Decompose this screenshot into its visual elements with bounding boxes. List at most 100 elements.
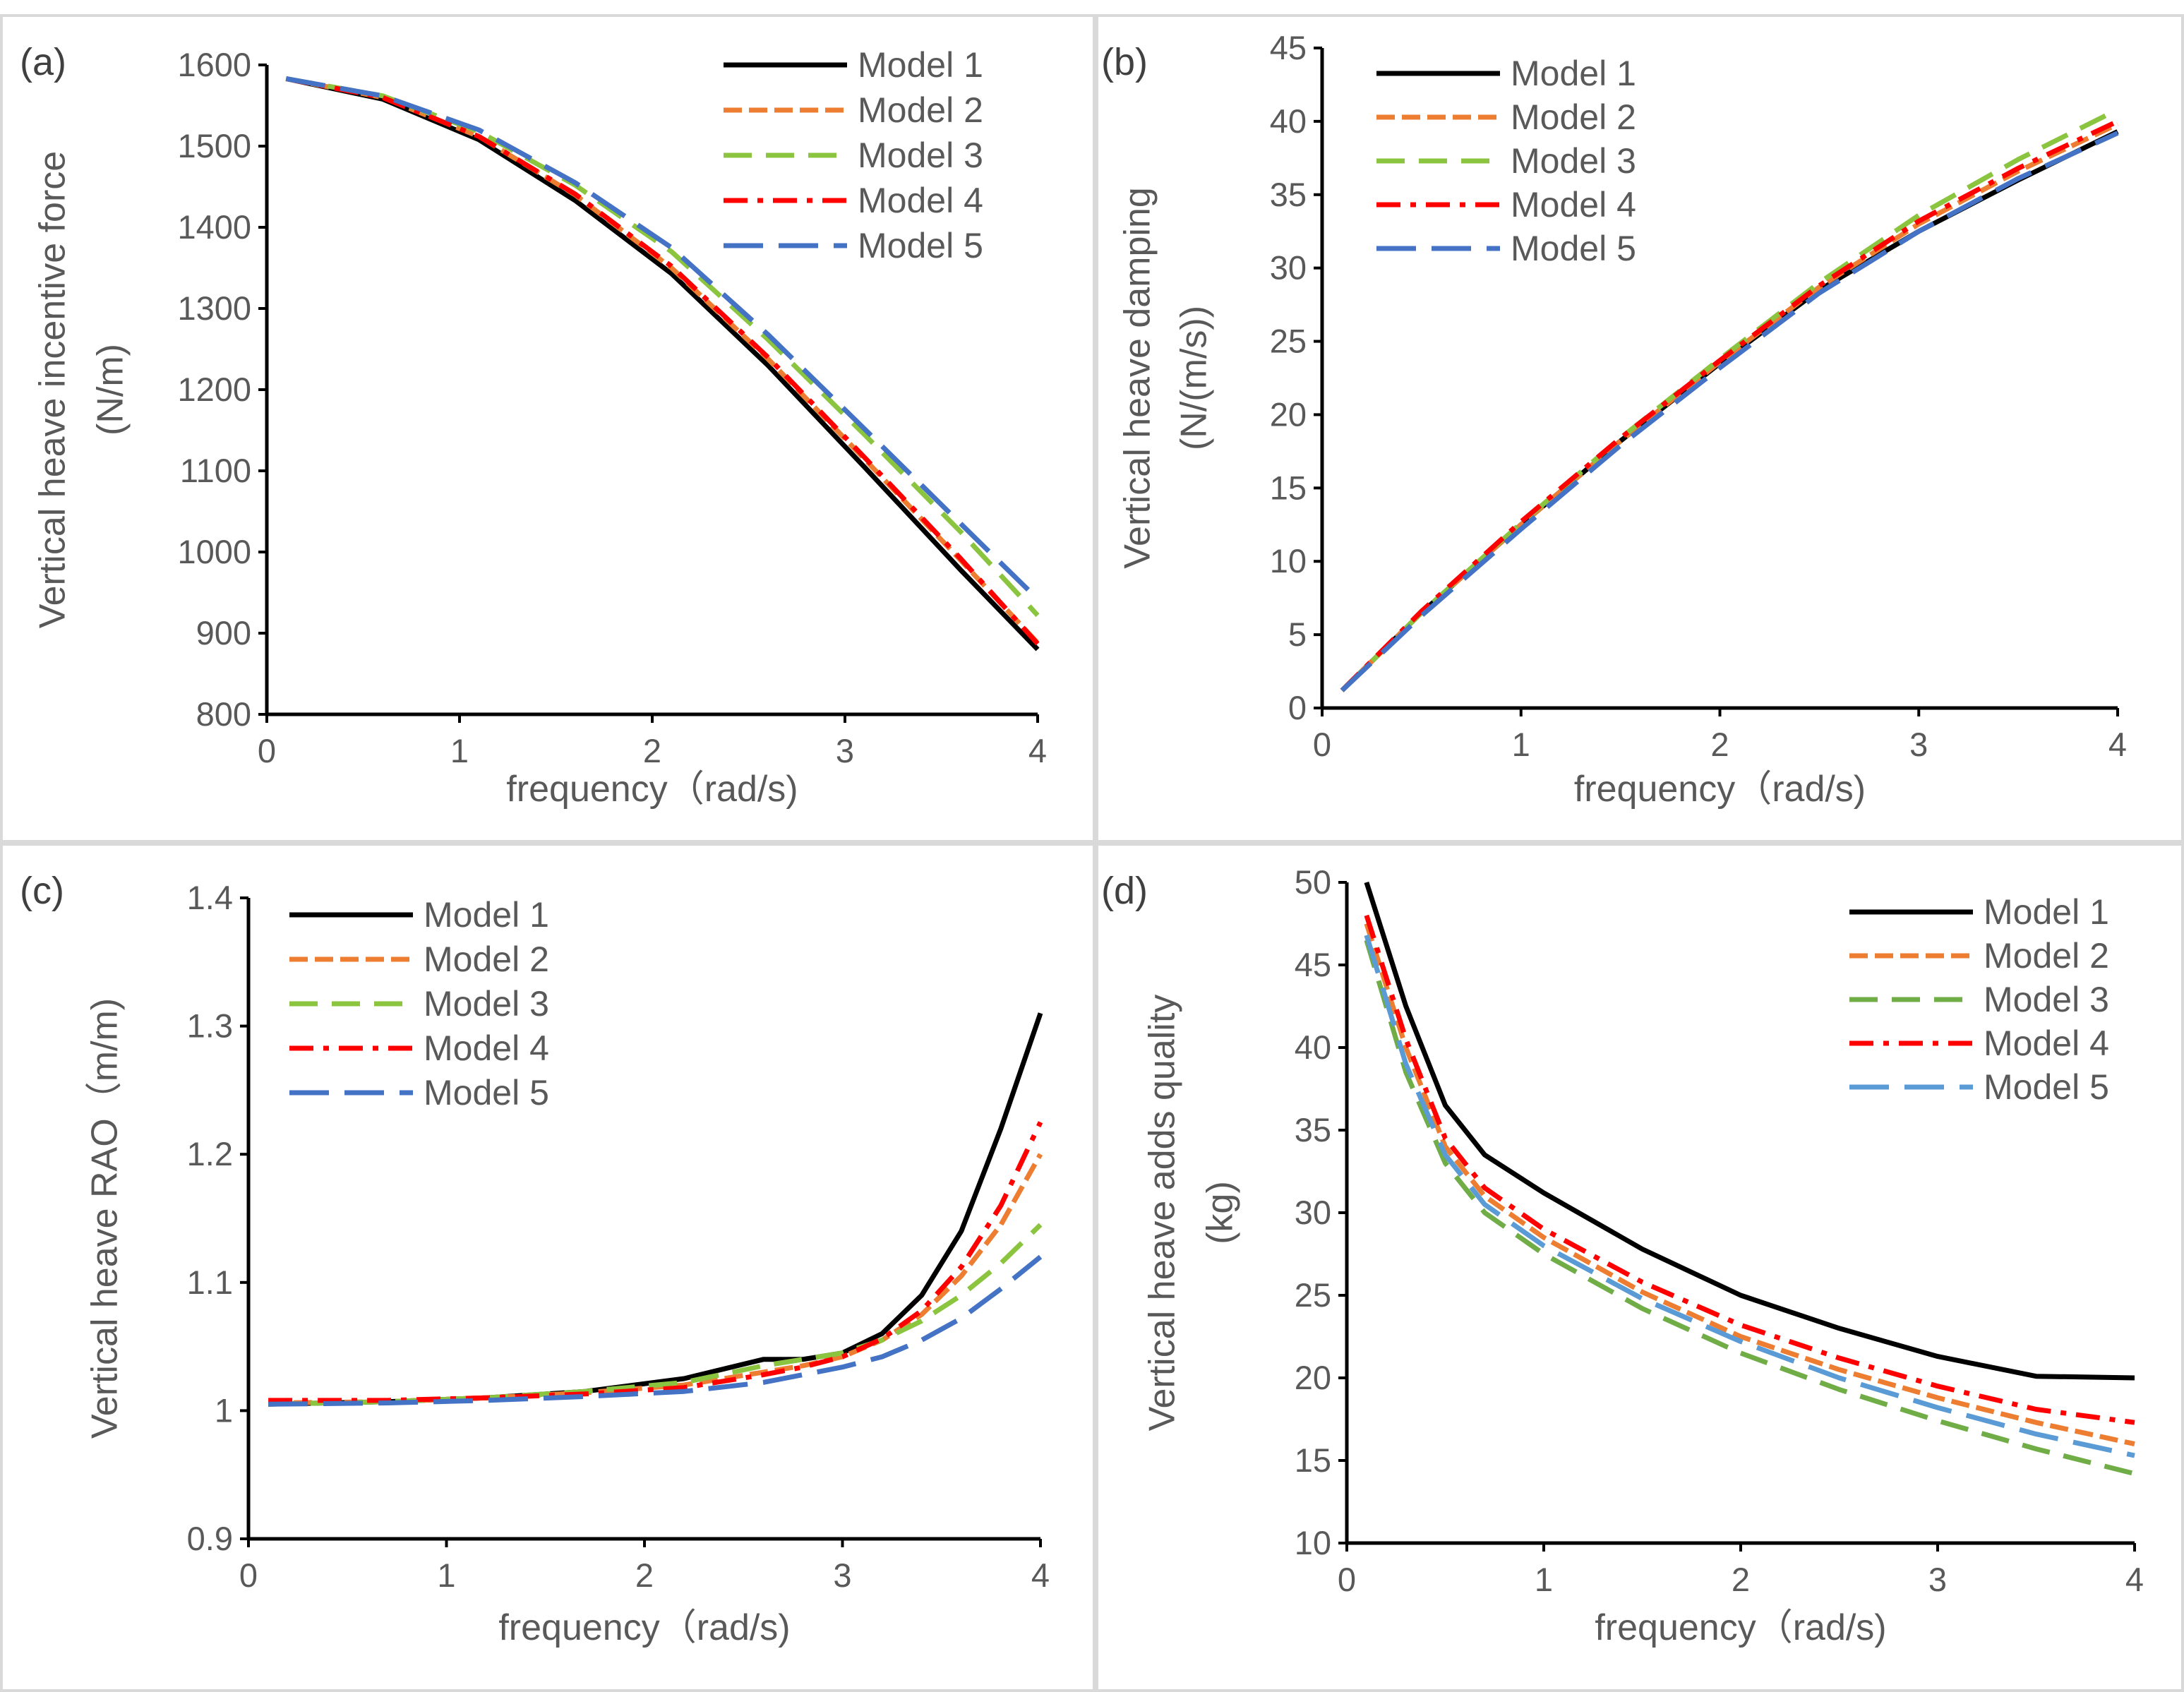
legend-label-model-1: Model 1 — [1984, 892, 2109, 932]
legend-label-model-1: Model 1 — [1511, 54, 1636, 93]
legend-label-model-4: Model 4 — [858, 181, 983, 220]
x-tick-label: 0 — [258, 732, 276, 769]
y-tick-label: 50 — [1295, 863, 1331, 901]
legend-label-model-1: Model 1 — [424, 895, 549, 935]
y-tick-label: 1400 — [177, 208, 251, 246]
panel-label: (c) — [20, 870, 64, 912]
legend-label-model-2: Model 2 — [858, 90, 983, 130]
x-tick-label: 2 — [1710, 726, 1729, 763]
legend-label-model-2: Model 2 — [1511, 97, 1636, 137]
x-tick-label: 3 — [1928, 1561, 1947, 1598]
series-line-model-5 — [285, 76, 1040, 601]
series-line-model-4 — [1340, 119, 2119, 692]
x-tick-label: 1 — [1535, 1561, 1553, 1598]
chart-panel-d — [1096, 843, 2184, 1692]
x-tick-label: 1 — [437, 1556, 455, 1594]
y-tick-label: 15 — [1270, 469, 1307, 506]
panel-label: (a) — [20, 41, 66, 83]
y-tick-label: 25 — [1270, 323, 1307, 360]
y-tick-label: 20 — [1295, 1359, 1331, 1396]
series-line-model-4 — [1364, 914, 2135, 1425]
x-tick-label: 2 — [1732, 1561, 1750, 1598]
y-tick-label: 1.4 — [187, 879, 233, 916]
y-tick-label: 1500 — [177, 127, 251, 164]
y-axis-title: Vertical heave damping — [1117, 187, 1158, 569]
series-line-model-4 — [268, 1121, 1043, 1403]
x-tick-label: 3 — [1909, 726, 1928, 763]
x-tick-label: 3 — [836, 732, 854, 769]
chart-3: 0.9 1 1.1 1.2 1.3 1.4 0 1 2 3 4 frequency（rad/s) Ver… — [20, 870, 1050, 1648]
y-tick-label: 30 — [1295, 1194, 1331, 1231]
legend-label-model-4: Model 4 — [1511, 185, 1636, 224]
series-line-model-4 — [285, 76, 1040, 646]
series-line-model-5 — [1364, 934, 2135, 1458]
y-tick-label: 1200 — [177, 371, 251, 408]
chart-panel-a — [0, 14, 1096, 843]
chart-4: 10 15 20 25 30 35 40 45 50 0 1 2 3 4 frequency（rad/s) V… — [1101, 863, 2144, 1648]
y-tick-label: 1600 — [177, 46, 251, 83]
x-tick-label: 0 — [1338, 1561, 1356, 1598]
y-tick-label: 45 — [1295, 946, 1331, 983]
y-axis-title: Vertical heave RAO（m/m) — [85, 998, 126, 1439]
legend-label-model-5: Model 5 — [858, 226, 983, 265]
x-tick-label: 0 — [239, 1556, 258, 1594]
y-axis-unit: (N/(m/s)) — [1174, 306, 1215, 450]
legend-label-model-5: Model 5 — [1511, 229, 1636, 268]
x-tick-label: 4 — [1028, 732, 1047, 769]
x-tick-label: 2 — [635, 1556, 654, 1594]
legend-label-model-2: Model 2 — [1984, 936, 2109, 976]
y-tick-label: 40 — [1270, 102, 1307, 140]
chart-panel-c — [0, 843, 1096, 1692]
series-line-model-1 — [1340, 129, 2119, 692]
y-tick-label: 900 — [196, 614, 251, 652]
y-tick-label: 15 — [1295, 1441, 1331, 1479]
chart-1: 800 900 1000 1100 1200 1300 1400 1500 1600 0 1 2 3 4 f… — [20, 41, 1047, 810]
x-axis-title: frequency（rad/s) — [1595, 1607, 1886, 1648]
legend-label-model-2: Model 2 — [424, 940, 549, 979]
legend-label-model-3: Model 3 — [1511, 141, 1636, 181]
y-tick-label: 0.9 — [187, 1520, 233, 1557]
panel-label: (b) — [1101, 41, 1148, 83]
x-tick-label: 1 — [1512, 726, 1530, 763]
legend-label-model-3: Model 3 — [1984, 980, 2109, 1019]
y-tick-label: 1.1 — [187, 1264, 233, 1301]
legend-label-model-4: Model 4 — [1984, 1024, 2109, 1063]
x-tick-label: 4 — [2125, 1561, 2144, 1598]
y-axis-title: Vertical heave adds quality — [1142, 995, 1183, 1432]
y-tick-label: 1100 — [180, 452, 251, 489]
legend-label-model-5: Model 5 — [424, 1073, 549, 1112]
y-tick-label: 35 — [1270, 176, 1307, 213]
x-tick-label: 1 — [450, 732, 469, 769]
series-line-model-1 — [1364, 881, 2135, 1381]
series-line-model-2 — [268, 1153, 1043, 1405]
y-tick-label: 5 — [1288, 616, 1307, 653]
y-tick-label: 1.3 — [187, 1007, 233, 1045]
y-tick-label: 800 — [196, 695, 251, 733]
y-tick-label: 1300 — [177, 289, 251, 327]
y-axis-unit: (kg) — [1200, 1181, 1241, 1244]
y-tick-label: 30 — [1270, 249, 1307, 287]
y-tick-label: 10 — [1295, 1524, 1331, 1561]
x-tick-label: 2 — [643, 732, 661, 769]
series-line-model-5 — [1340, 131, 2119, 692]
y-tick-label: 20 — [1270, 395, 1307, 433]
series-line-model-3 — [1364, 939, 2135, 1477]
x-tick-label: 3 — [833, 1556, 851, 1594]
y-tick-label: 35 — [1295, 1111, 1331, 1148]
legend-label-model-5: Model 5 — [1984, 1067, 2109, 1107]
chart-2: 0 5 10 15 20 25 30 35 40 45 0 1 2 3 4 frequency（rad/s) V… — [1101, 29, 2127, 810]
series-line-model-3 — [1340, 107, 2119, 692]
y-tick-label: 0 — [1288, 689, 1307, 726]
y-tick-label: 1 — [215, 1391, 233, 1429]
series-line-model-2 — [1364, 923, 2135, 1447]
legend-label-model-4: Model 4 — [424, 1028, 549, 1068]
series-line-model-2 — [1340, 121, 2119, 692]
legend-label-model-3: Model 3 — [424, 984, 549, 1024]
y-tick-label: 1.2 — [187, 1135, 233, 1172]
x-axis-title: frequency（rad/s) — [498, 1607, 790, 1648]
x-axis-title: frequency（rad/s) — [1574, 769, 1866, 810]
y-axis-title: Vertical heave incentive force — [32, 151, 73, 628]
x-tick-label: 0 — [1313, 726, 1331, 763]
legend-label-model-1: Model 1 — [858, 45, 983, 85]
